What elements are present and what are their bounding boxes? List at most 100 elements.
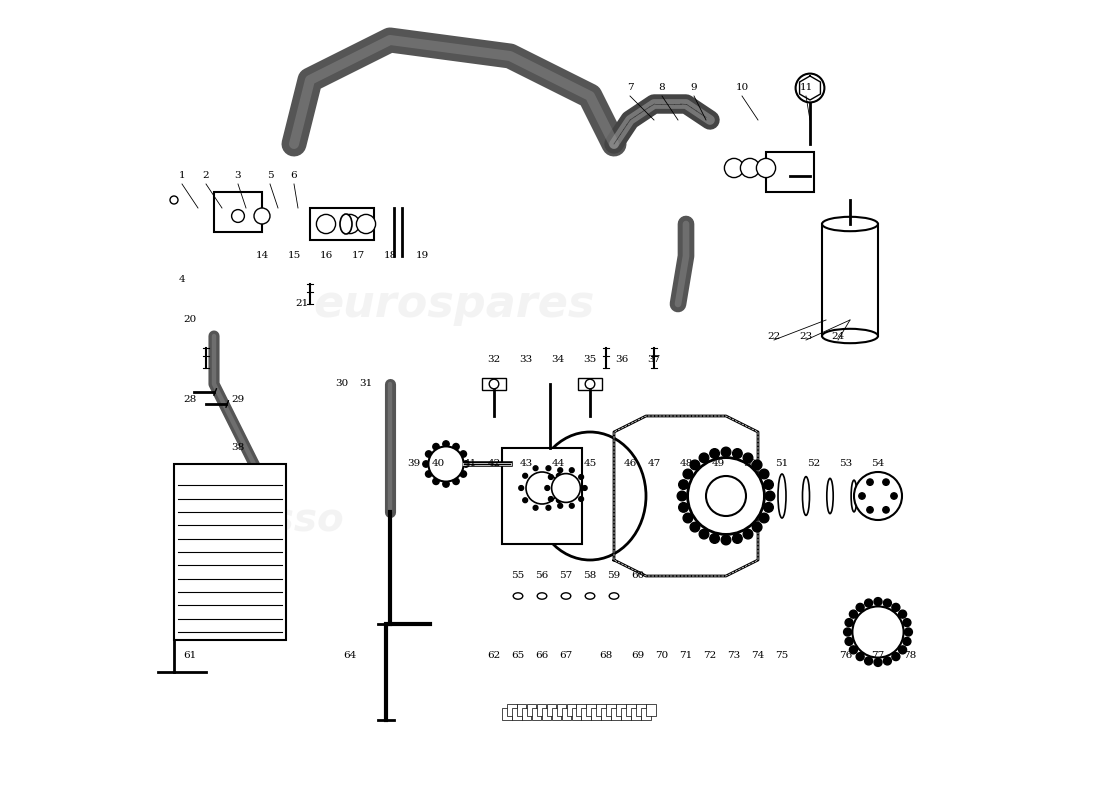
Text: 33: 33: [519, 355, 532, 365]
Circle shape: [899, 610, 906, 618]
Ellipse shape: [778, 474, 786, 518]
Bar: [521, 708, 531, 720]
Circle shape: [859, 493, 866, 499]
Text: 17: 17: [351, 251, 364, 261]
Bar: [517, 704, 527, 716]
Bar: [766, 152, 814, 192]
Bar: [586, 704, 596, 716]
Ellipse shape: [803, 477, 810, 515]
Circle shape: [710, 534, 719, 543]
Text: 11: 11: [800, 83, 813, 93]
Bar: [214, 192, 262, 232]
Ellipse shape: [561, 593, 571, 599]
Text: 52: 52: [807, 459, 821, 469]
Text: 38: 38: [231, 443, 244, 453]
Bar: [602, 708, 610, 720]
Circle shape: [546, 466, 551, 470]
Circle shape: [519, 486, 524, 490]
Circle shape: [700, 453, 708, 462]
Bar: [641, 708, 650, 720]
Circle shape: [852, 606, 903, 658]
Circle shape: [549, 497, 553, 502]
Circle shape: [722, 447, 730, 457]
Circle shape: [428, 446, 463, 482]
Circle shape: [526, 472, 558, 504]
Circle shape: [844, 628, 851, 636]
Circle shape: [759, 514, 769, 523]
Circle shape: [856, 603, 865, 611]
Circle shape: [700, 530, 708, 539]
Circle shape: [688, 458, 764, 534]
Circle shape: [582, 486, 587, 490]
Text: 56: 56: [536, 571, 549, 581]
Circle shape: [865, 599, 872, 607]
Circle shape: [557, 474, 561, 478]
Circle shape: [544, 486, 550, 490]
Circle shape: [752, 460, 762, 470]
Text: 32: 32: [487, 355, 500, 365]
Circle shape: [432, 443, 439, 450]
Text: 62: 62: [487, 651, 500, 661]
Text: 69: 69: [631, 651, 645, 661]
Text: 16: 16: [319, 251, 332, 261]
Circle shape: [232, 210, 244, 222]
Circle shape: [903, 638, 911, 646]
Circle shape: [867, 479, 873, 486]
Bar: [572, 708, 581, 720]
Text: 15: 15: [287, 251, 300, 261]
Bar: [512, 708, 521, 720]
Circle shape: [453, 478, 459, 485]
Circle shape: [546, 506, 551, 510]
Bar: [822, 224, 878, 336]
Circle shape: [903, 618, 911, 626]
Circle shape: [865, 657, 872, 665]
Text: 21: 21: [296, 299, 309, 309]
Circle shape: [356, 214, 375, 234]
Ellipse shape: [851, 480, 857, 512]
Circle shape: [706, 476, 746, 516]
Circle shape: [551, 474, 581, 502]
Circle shape: [766, 491, 774, 501]
Text: 36: 36: [615, 355, 628, 365]
Circle shape: [340, 214, 360, 234]
Text: 47: 47: [648, 459, 661, 469]
Text: 14: 14: [255, 251, 268, 261]
Circle shape: [690, 522, 700, 532]
Circle shape: [254, 208, 270, 224]
Circle shape: [763, 502, 773, 512]
Bar: [621, 708, 630, 720]
Text: 67: 67: [560, 651, 573, 661]
Text: 40: 40: [431, 459, 444, 469]
Bar: [592, 708, 601, 720]
Text: 76: 76: [839, 651, 853, 661]
Circle shape: [849, 646, 857, 654]
Circle shape: [891, 493, 898, 499]
Bar: [557, 704, 566, 716]
Circle shape: [522, 498, 528, 502]
Text: 5: 5: [266, 171, 273, 181]
Circle shape: [679, 502, 689, 512]
Circle shape: [856, 653, 865, 661]
Text: 70: 70: [656, 651, 669, 661]
Circle shape: [560, 486, 565, 490]
Circle shape: [690, 460, 700, 470]
Circle shape: [867, 506, 873, 513]
Bar: [174, 464, 286, 640]
Circle shape: [854, 472, 902, 520]
Text: 43: 43: [519, 459, 532, 469]
Circle shape: [722, 535, 730, 545]
Circle shape: [763, 480, 773, 490]
Text: 41: 41: [463, 459, 476, 469]
Bar: [527, 704, 537, 716]
Text: 65: 65: [512, 651, 525, 661]
Circle shape: [849, 610, 857, 618]
Circle shape: [899, 646, 906, 654]
Circle shape: [874, 598, 882, 606]
Circle shape: [759, 469, 769, 478]
Bar: [576, 704, 586, 716]
Circle shape: [534, 466, 538, 470]
Bar: [537, 704, 547, 716]
Circle shape: [725, 158, 744, 178]
Circle shape: [892, 603, 900, 611]
Text: 55: 55: [512, 571, 525, 581]
